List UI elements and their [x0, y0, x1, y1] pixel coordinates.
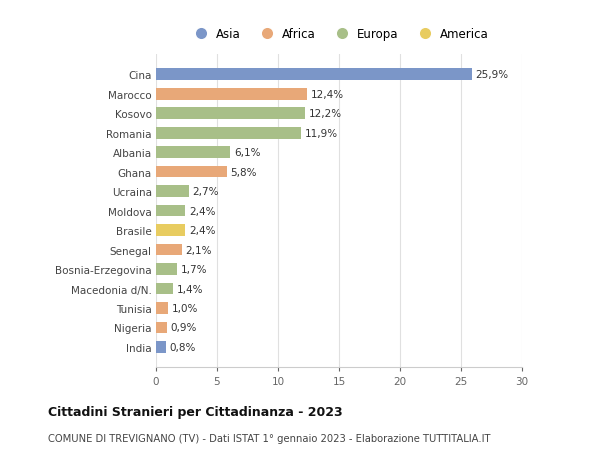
Text: 6,1%: 6,1%	[234, 148, 260, 158]
Legend: Asia, Africa, Europa, America: Asia, Africa, Europa, America	[184, 23, 494, 46]
Text: 0,8%: 0,8%	[169, 342, 196, 352]
Bar	[156, 108, 305, 120]
Text: 11,9%: 11,9%	[305, 129, 338, 139]
Text: 1,0%: 1,0%	[172, 303, 198, 313]
Text: Cittadini Stranieri per Cittadinanza - 2023: Cittadini Stranieri per Cittadinanza - 2…	[48, 405, 343, 419]
Bar	[156, 322, 167, 334]
Text: 2,4%: 2,4%	[189, 225, 215, 235]
Text: 25,9%: 25,9%	[476, 70, 509, 80]
Text: 12,4%: 12,4%	[311, 90, 344, 100]
Bar	[156, 341, 166, 353]
Bar	[156, 89, 307, 101]
Text: 1,7%: 1,7%	[181, 264, 207, 274]
Text: 5,8%: 5,8%	[230, 167, 257, 177]
Bar	[156, 302, 168, 314]
Text: 1,4%: 1,4%	[177, 284, 203, 294]
Text: 2,4%: 2,4%	[189, 206, 215, 216]
Text: 12,2%: 12,2%	[308, 109, 341, 119]
Bar	[156, 167, 227, 178]
Bar	[156, 263, 177, 275]
Bar	[156, 244, 182, 256]
Text: COMUNE DI TREVIGNANO (TV) - Dati ISTAT 1° gennaio 2023 - Elaborazione TUTTITALIA: COMUNE DI TREVIGNANO (TV) - Dati ISTAT 1…	[48, 433, 491, 442]
Bar	[156, 225, 185, 236]
Text: 0,9%: 0,9%	[170, 323, 197, 333]
Bar	[156, 283, 173, 295]
Text: 2,1%: 2,1%	[185, 245, 212, 255]
Bar	[156, 69, 472, 81]
Bar	[156, 147, 230, 159]
Bar	[156, 128, 301, 139]
Bar	[156, 186, 189, 197]
Bar	[156, 205, 185, 217]
Text: 2,7%: 2,7%	[193, 187, 219, 197]
